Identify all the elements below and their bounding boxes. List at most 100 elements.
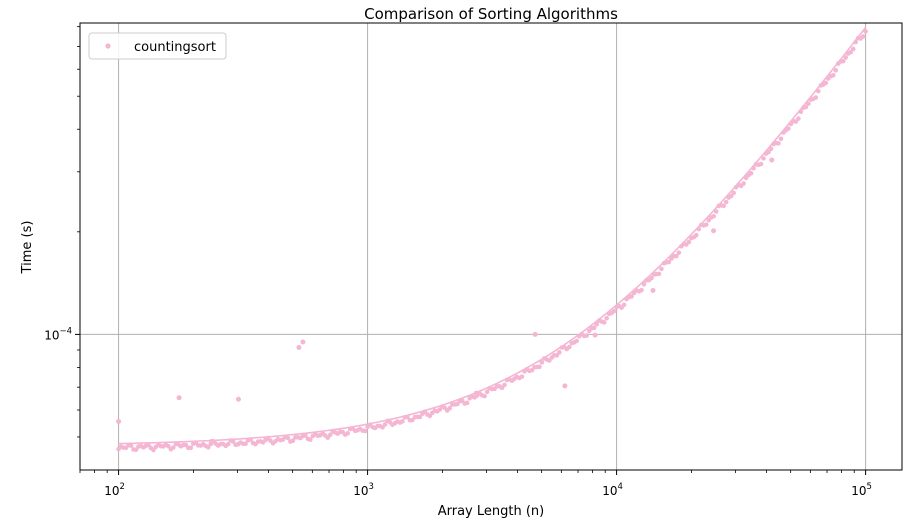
data-point bbox=[128, 443, 134, 448]
data-point bbox=[188, 445, 194, 451]
data-point bbox=[566, 344, 572, 350]
y-tick-label: 10−4 bbox=[44, 326, 72, 342]
data-point bbox=[830, 73, 836, 78]
data-point bbox=[848, 49, 853, 55]
data-point bbox=[674, 253, 679, 259]
fit-line-layer bbox=[118, 26, 867, 445]
data-point bbox=[539, 360, 545, 365]
x-tick-label: 103 bbox=[353, 482, 374, 498]
data-point bbox=[611, 308, 617, 314]
data-point bbox=[766, 149, 771, 155]
data-point bbox=[308, 437, 313, 443]
data-point bbox=[853, 39, 858, 45]
data-point-outlier bbox=[592, 332, 598, 338]
data-point-outlier bbox=[532, 331, 538, 337]
data-point bbox=[584, 333, 590, 338]
data-point bbox=[843, 55, 848, 60]
data-point bbox=[225, 441, 231, 447]
data-point bbox=[741, 181, 746, 186]
data-point bbox=[604, 315, 609, 321]
data-point bbox=[243, 441, 248, 447]
x-tick-label: 104 bbox=[602, 482, 623, 498]
data-point-outlier bbox=[473, 390, 479, 396]
data-point bbox=[151, 447, 156, 453]
data-point bbox=[574, 338, 580, 344]
data-point bbox=[711, 213, 717, 219]
y-axis-label: Time (s) bbox=[20, 221, 35, 275]
data-point bbox=[499, 385, 505, 391]
x-axis-label: Array Length (n) bbox=[438, 504, 545, 519]
data-point-outlier bbox=[296, 345, 302, 351]
data-point bbox=[447, 405, 453, 411]
data-point bbox=[171, 445, 176, 450]
data-point bbox=[327, 432, 333, 438]
data-point-outlier bbox=[650, 288, 656, 294]
data-point bbox=[205, 444, 211, 450]
data-point bbox=[285, 435, 291, 441]
data-point bbox=[721, 203, 726, 209]
data-point-outlier bbox=[208, 438, 214, 444]
data-point-outlier bbox=[116, 419, 122, 425]
data-point bbox=[557, 350, 562, 355]
data-point bbox=[303, 433, 308, 438]
data-point-outlier bbox=[562, 383, 568, 389]
data-point bbox=[417, 414, 423, 420]
data-point bbox=[649, 275, 654, 281]
fit-line-countingsort bbox=[118, 26, 867, 445]
data-point bbox=[816, 88, 821, 94]
data-point bbox=[591, 325, 597, 331]
chart-title: Comparison of Sorting Algorithms bbox=[364, 5, 618, 23]
legend-box bbox=[88, 32, 227, 60]
data-point bbox=[362, 428, 368, 434]
data-point bbox=[248, 437, 253, 442]
data-point bbox=[751, 165, 756, 171]
data-point bbox=[400, 419, 405, 424]
data-points bbox=[116, 29, 868, 453]
data-point bbox=[713, 209, 719, 214]
data-point bbox=[659, 266, 664, 272]
data-point bbox=[345, 431, 350, 436]
data-point bbox=[482, 393, 487, 399]
data-point bbox=[860, 34, 866, 39]
data-point-outlier bbox=[235, 396, 241, 402]
data-point bbox=[621, 302, 627, 308]
legend-marker-countingsort bbox=[105, 43, 111, 49]
data-point bbox=[676, 250, 682, 255]
data-point bbox=[427, 413, 433, 419]
data-point-outlier bbox=[769, 157, 775, 163]
data-point bbox=[703, 222, 709, 227]
data-point bbox=[748, 170, 754, 176]
data-point bbox=[863, 29, 868, 34]
data-point bbox=[629, 294, 634, 299]
data-point bbox=[803, 104, 809, 110]
grid bbox=[80, 23, 902, 470]
legend-label-countingsort: countingsort bbox=[134, 40, 216, 55]
x-tick-label: 102 bbox=[104, 482, 125, 498]
data-point-outlier bbox=[176, 395, 182, 401]
data-point bbox=[666, 259, 672, 265]
data-point bbox=[786, 126, 791, 131]
data-point bbox=[850, 46, 856, 52]
data-point bbox=[806, 101, 811, 107]
data-point bbox=[547, 358, 552, 363]
data-point bbox=[840, 58, 846, 64]
data-point bbox=[656, 271, 662, 277]
data-point bbox=[731, 190, 736, 196]
axis-ticks: 102 103 104 105 10−4 bbox=[44, 26, 872, 498]
x-tick-label: 105 bbox=[851, 482, 872, 498]
data-point bbox=[776, 141, 781, 146]
data-point bbox=[758, 161, 764, 167]
data-point bbox=[761, 156, 766, 161]
plot-frame bbox=[79, 22, 903, 471]
data-point bbox=[686, 239, 692, 245]
data-point bbox=[696, 226, 702, 232]
data-point-outlier bbox=[300, 339, 306, 345]
data-point bbox=[796, 116, 801, 121]
data-point bbox=[290, 438, 296, 444]
data-point bbox=[723, 199, 729, 205]
data-point bbox=[594, 321, 599, 327]
data-point bbox=[601, 320, 607, 325]
data-point bbox=[641, 281, 647, 287]
